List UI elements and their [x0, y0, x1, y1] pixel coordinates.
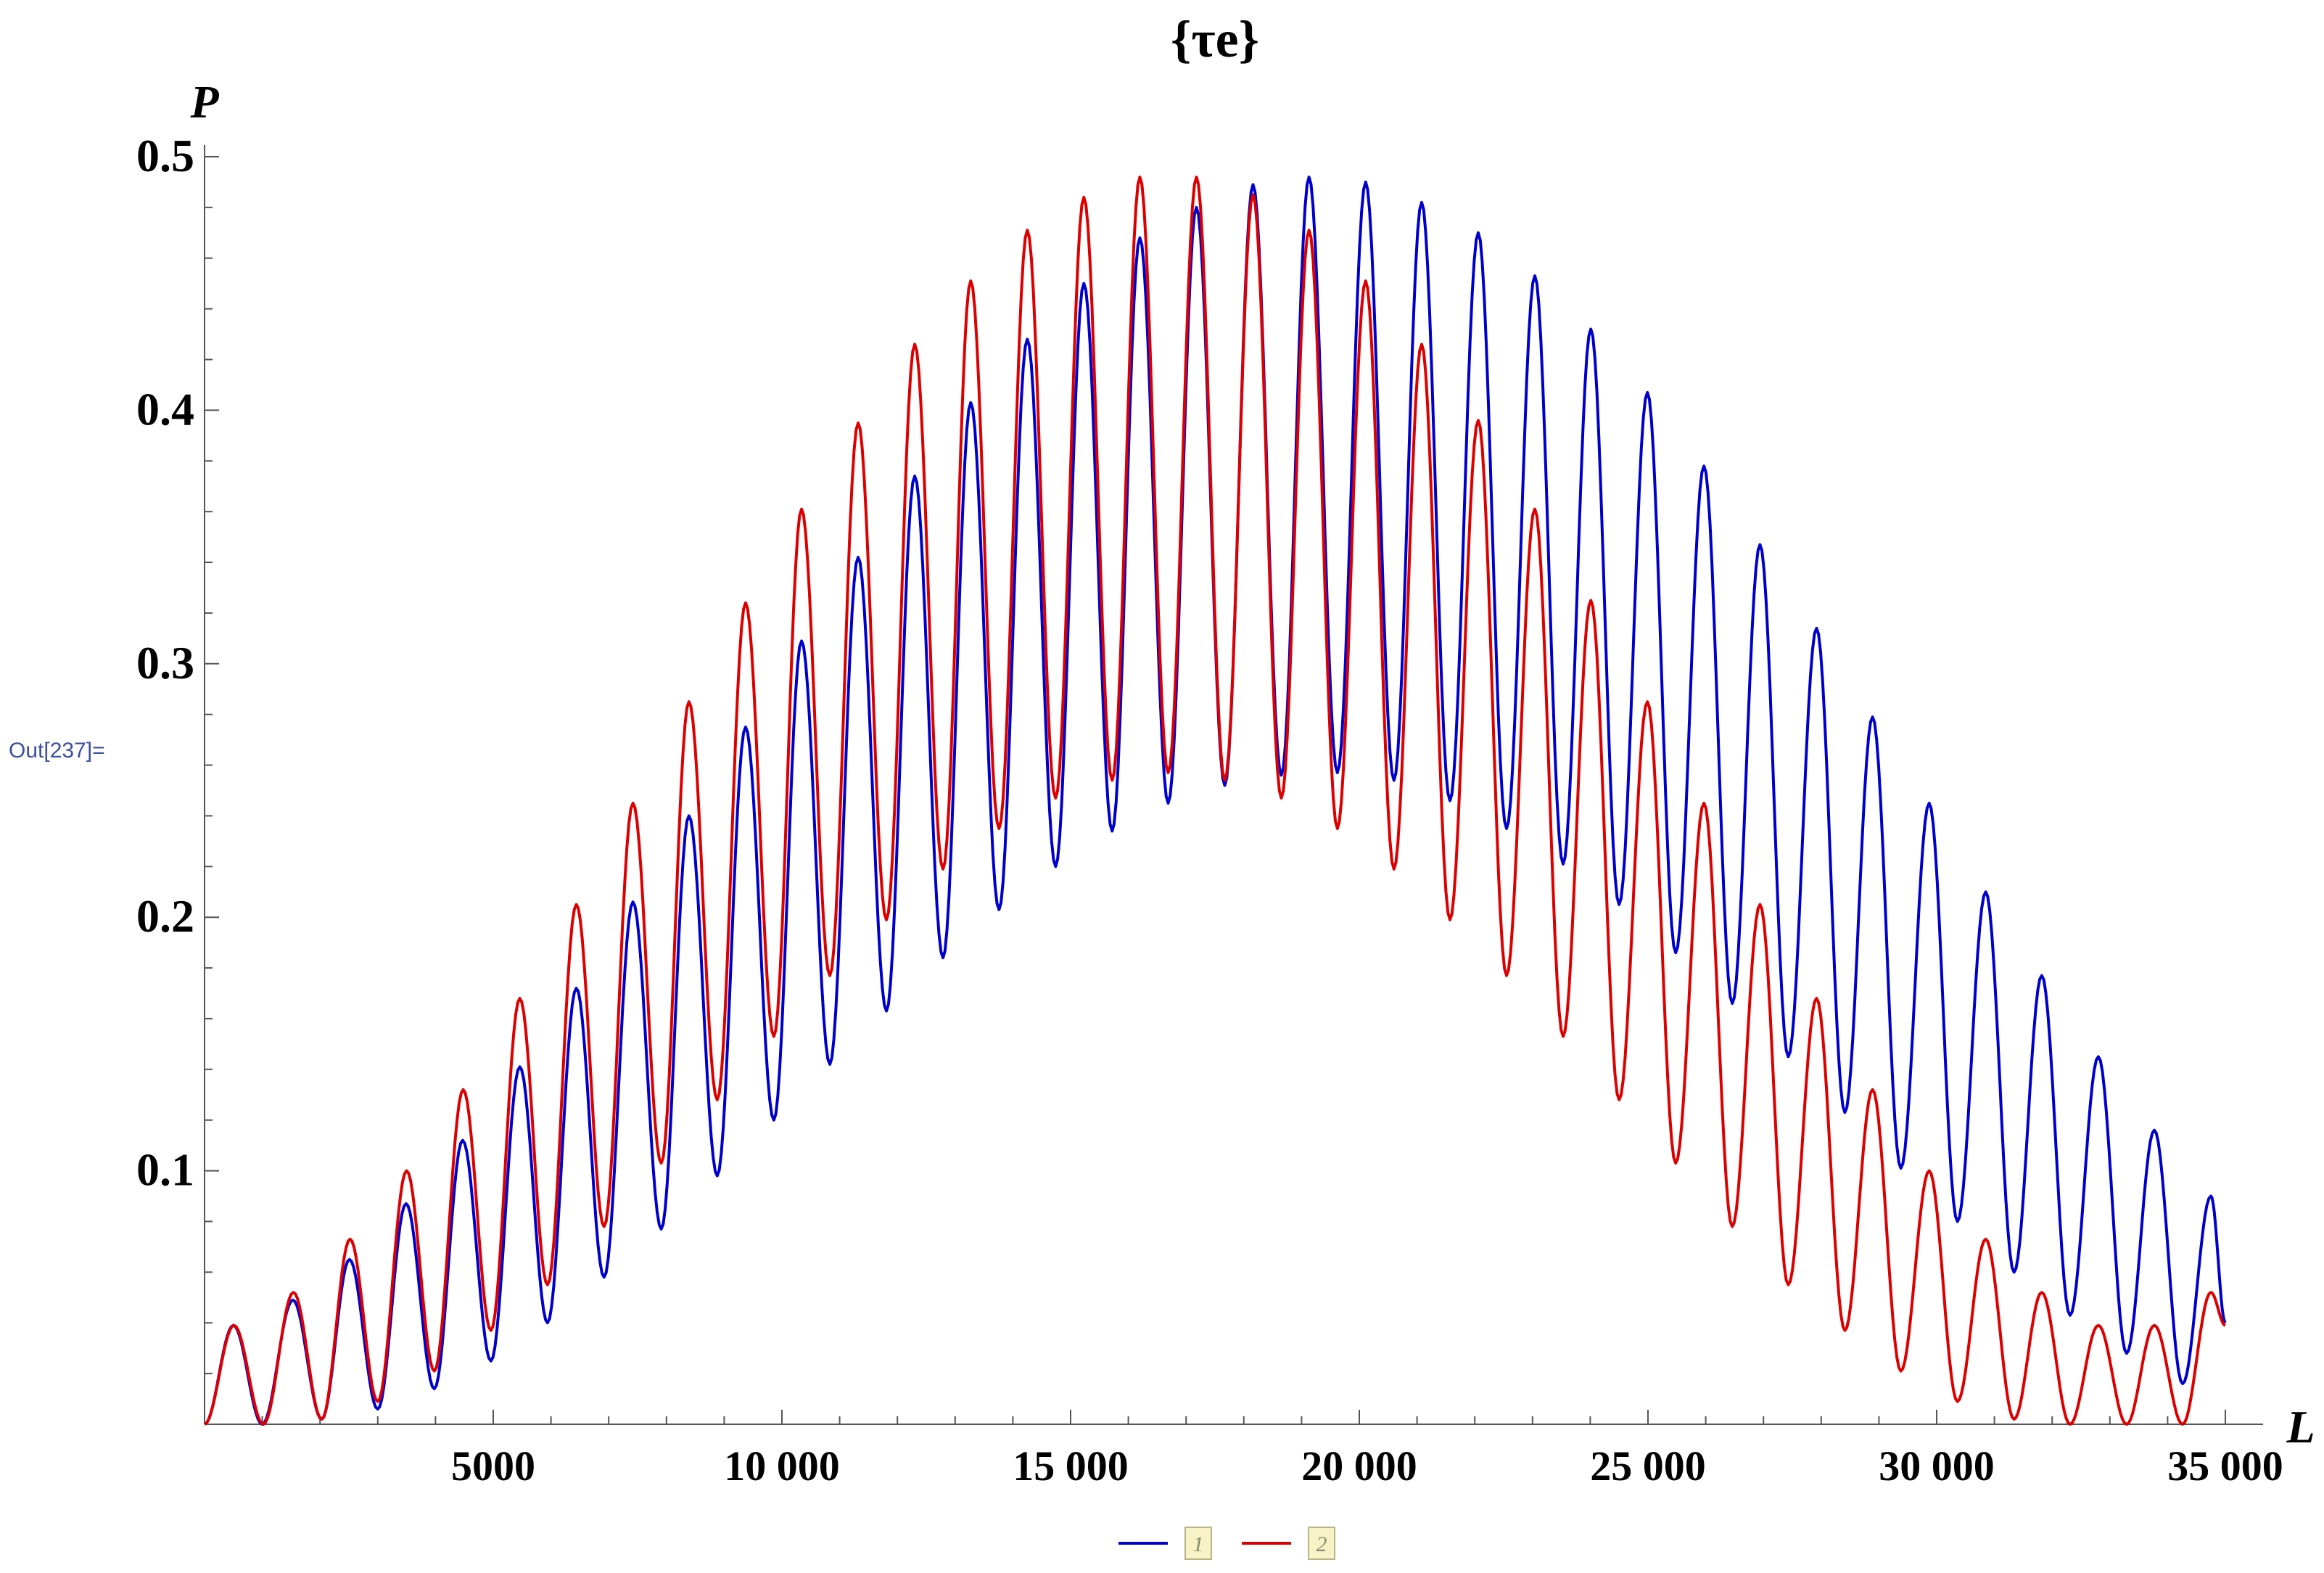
- x-tick-label: 25 000: [1590, 1442, 1706, 1490]
- x-tick-label: 30 000: [1879, 1442, 1995, 1490]
- legend-label-box: [1184, 1527, 1212, 1560]
- x-axis-label: L: [2286, 1401, 2315, 1453]
- legend-label-box: [1308, 1527, 1335, 1560]
- chart-title: {τe}: [1171, 10, 1259, 68]
- y-tick-label: 0.1: [136, 1144, 194, 1196]
- x-tick-label: 10 000: [724, 1442, 840, 1490]
- series-1-line: [203, 176, 2227, 1426]
- y-axis-label: P: [189, 76, 219, 128]
- x-tick-label: 5000: [451, 1442, 535, 1490]
- x-tick-label: 20 000: [1301, 1442, 1417, 1490]
- axes: [204, 145, 2263, 1425]
- y-tick-label: 0.4: [136, 383, 194, 435]
- series-layer: [203, 176, 2227, 1426]
- y-tick-label: 0.2: [136, 890, 194, 942]
- x-tick-label: 35 000: [2167, 1442, 2283, 1490]
- y-tick-label: 0.5: [136, 130, 194, 181]
- x-tick-label: 15 000: [1013, 1442, 1129, 1490]
- series-2-line: [203, 176, 2226, 1426]
- legend-label-2: 2: [1316, 1532, 1327, 1556]
- output-cell-label: Out[237]=: [9, 739, 105, 763]
- ticks: 5000 10 000 15 000 20 000 25 000 30 000 35 000…: [136, 130, 2283, 1490]
- y-tick-label: 0.3: [136, 637, 194, 689]
- legend-label-1: 1: [1193, 1532, 1204, 1556]
